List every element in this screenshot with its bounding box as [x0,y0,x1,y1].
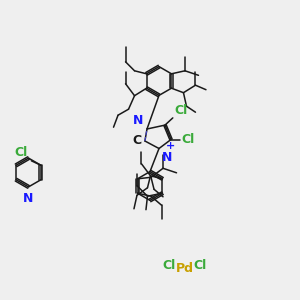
Text: +: + [166,141,175,151]
Text: Cl: Cl [174,104,187,117]
Text: N: N [133,114,143,127]
Text: N: N [23,192,34,205]
Text: Pd: Pd [176,262,194,275]
Text: Cl: Cl [182,133,195,146]
Text: C: C [133,134,142,148]
Text: Cl: Cl [193,259,206,272]
Text: N: N [161,151,172,164]
Text: Cl: Cl [15,146,28,159]
Text: Cl: Cl [163,259,176,272]
